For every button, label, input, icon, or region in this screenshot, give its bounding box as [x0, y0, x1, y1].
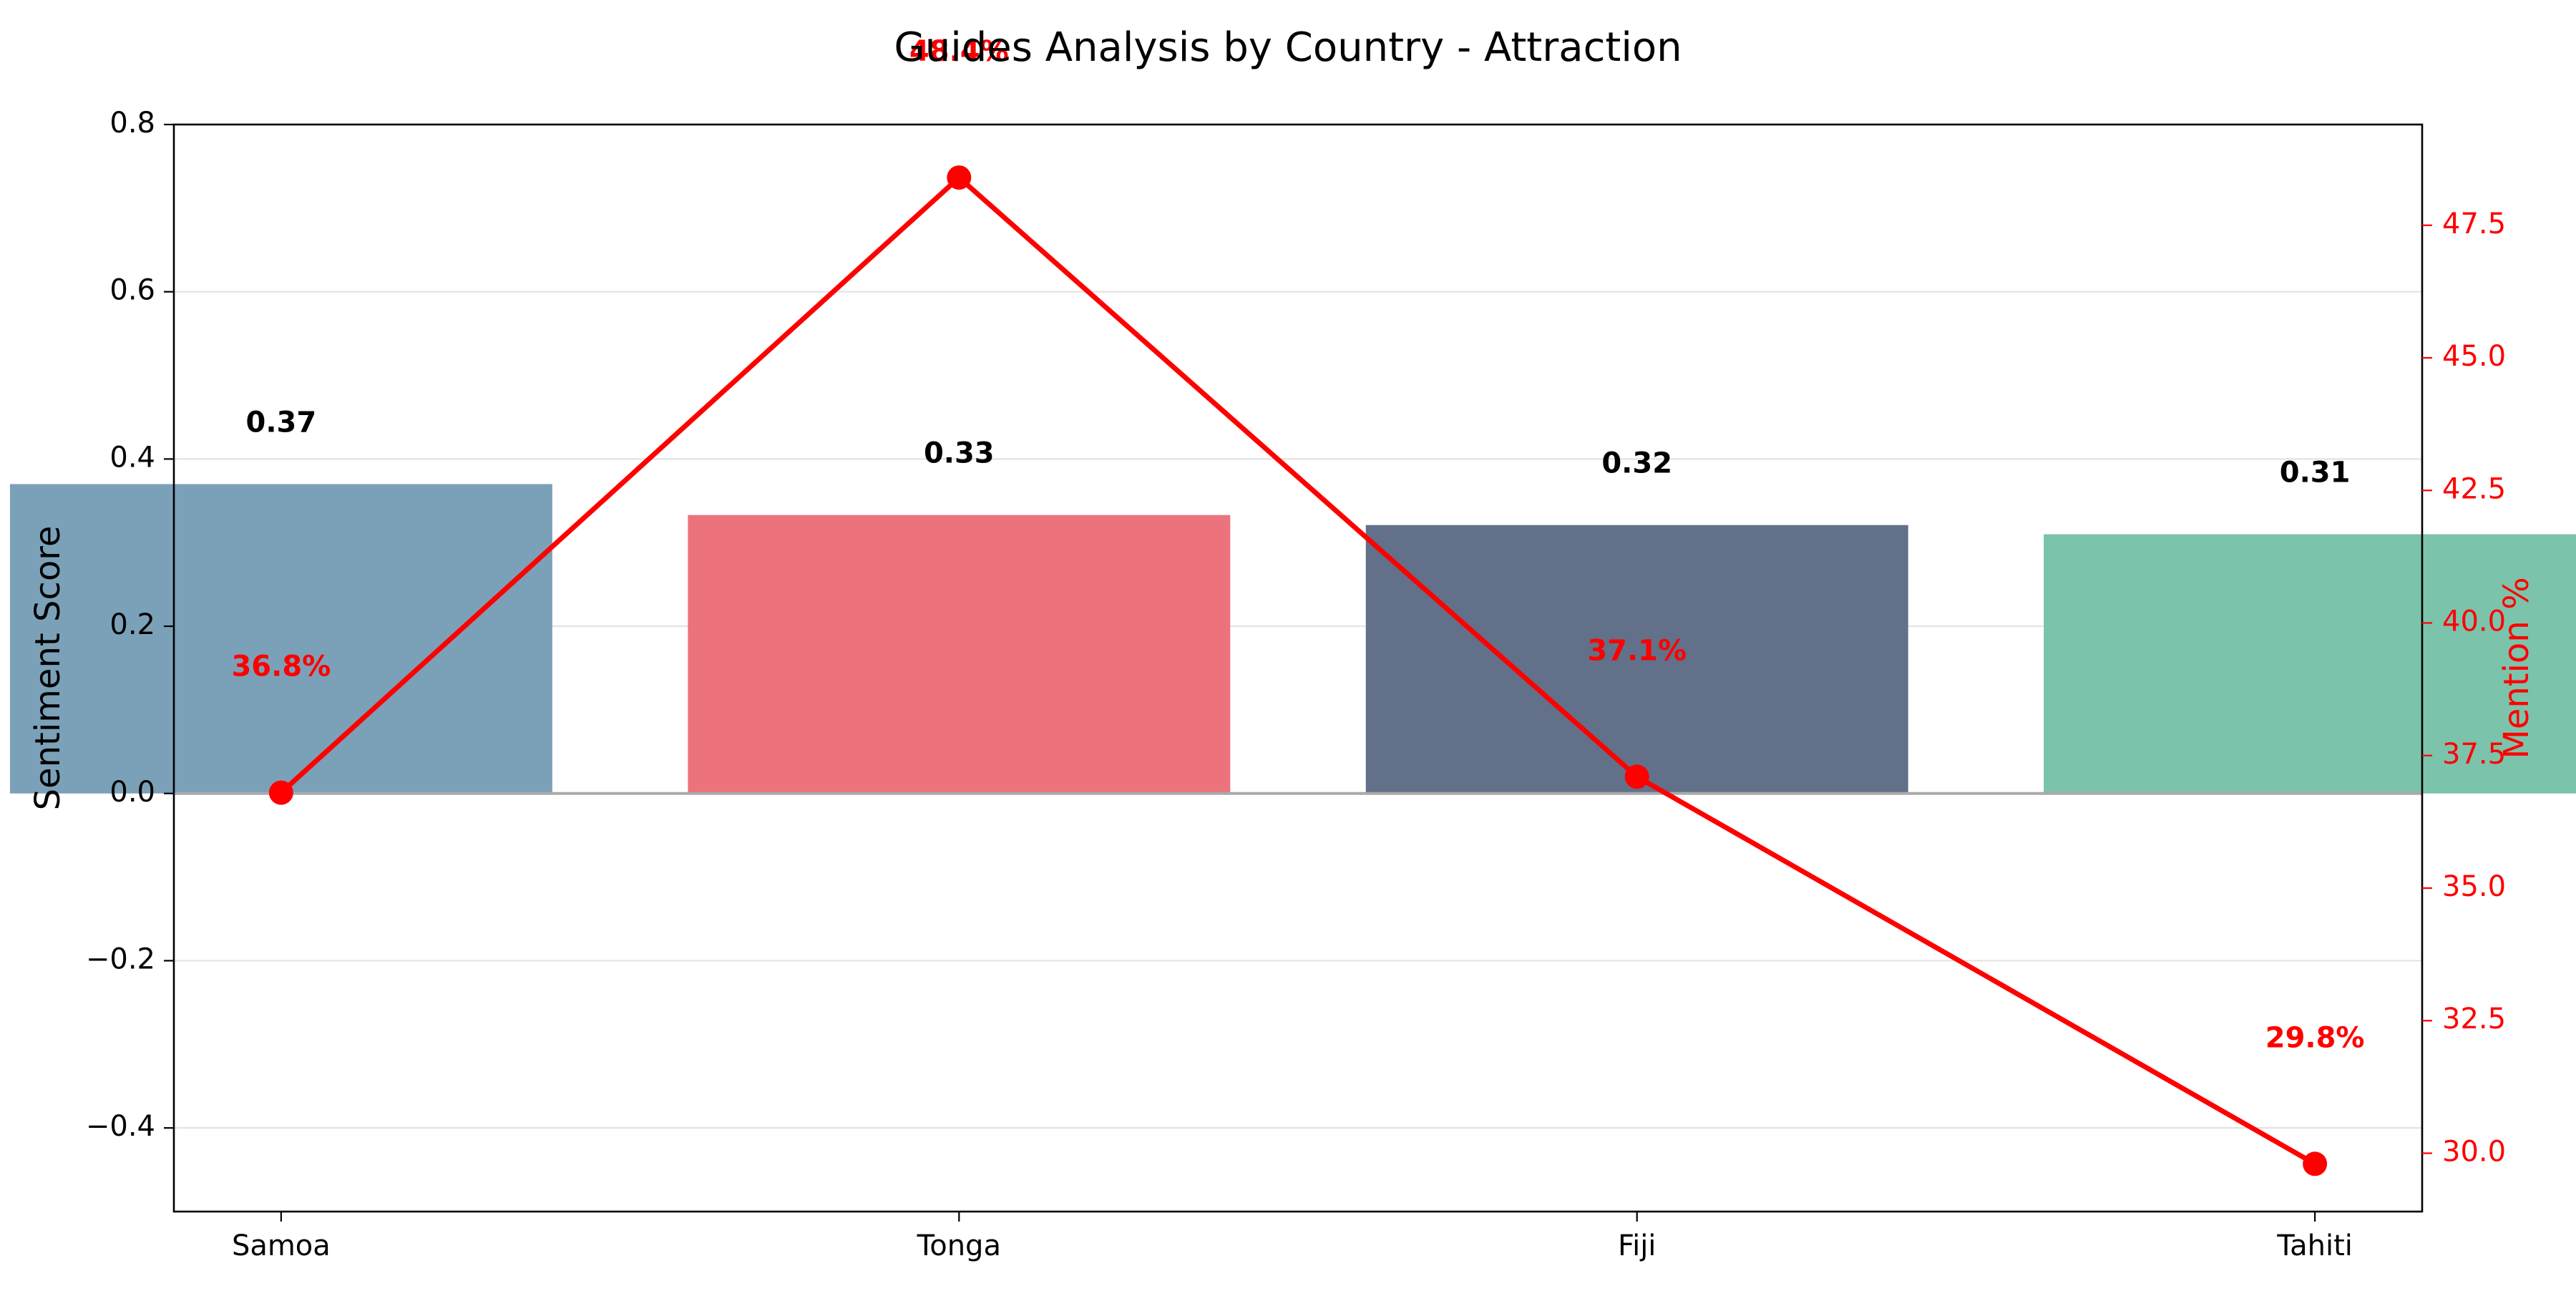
y-right-tick-label: 30.0	[2442, 1135, 2506, 1168]
y-tick-label: 0.8	[109, 107, 155, 140]
mention-line	[279, 175, 2316, 1166]
y-right-tick-label: 32.5	[2442, 1003, 2506, 1036]
y-tick-label: −0.2	[86, 942, 155, 975]
y-right-tick-label: 37.5	[2442, 738, 2506, 771]
bar	[688, 515, 1231, 794]
mention-value-label: 36.8%	[231, 651, 331, 683]
y-axis-label: Sentiment Score	[28, 526, 68, 811]
bar-value-label: 0.32	[1601, 447, 1672, 480]
bar-value-label: 0.37	[246, 406, 317, 439]
y-right-tick-label: 47.5	[2442, 208, 2506, 240]
bar-value-label: 0.33	[924, 437, 995, 470]
mention-point	[268, 780, 293, 805]
y-tick-label: −0.4	[86, 1110, 155, 1143]
data-labels: 0.37 0.33 0.32 0.31 36.8% 48.4% 37.1% 29.8%	[231, 35, 2364, 1054]
y-right-tick-label: 42.5	[2442, 472, 2506, 505]
mention-value-label: 37.1%	[1587, 634, 1687, 667]
mention-line-series	[268, 165, 2328, 1176]
mention-value-label: 48.4%	[909, 35, 1009, 68]
axes: 0.8 0.6 0.4 0.2 0.0 −0.2 −0.4 47.5 45.0 42.5 40.0 3…	[86, 107, 2506, 1262]
mention-point	[1624, 764, 1649, 789]
bars	[9, 484, 2576, 794]
y-tick-label: 0.0	[109, 776, 155, 809]
plot-frame	[172, 123, 2424, 1213]
x-tick-label: Fiji	[1618, 1229, 1656, 1262]
bar	[9, 484, 552, 794]
x-tick-label: Tahiti	[2276, 1229, 2353, 1262]
y-right-tick-label: 40.0	[2442, 605, 2506, 638]
x-tick-label: Tonga	[917, 1229, 1001, 1262]
y-tick-label: 0.6	[109, 274, 155, 307]
bar	[1365, 525, 1908, 794]
y-right-tick-label: 35.0	[2442, 870, 2506, 903]
mention-point	[2303, 1151, 2328, 1176]
bar	[2044, 534, 2576, 794]
y-tick-label: 0.2	[109, 608, 155, 641]
mention-value-label: 29.8%	[2265, 1021, 2365, 1054]
y-tick-label: 0.4	[109, 441, 155, 474]
chart-title: Guides Analysis by Country - Attraction	[894, 24, 1682, 71]
mention-point	[947, 165, 972, 190]
y-axis-right-label: Mention %	[2497, 577, 2537, 759]
bar-value-label: 0.31	[2280, 457, 2351, 489]
y-right-tick-label: 45.0	[2442, 340, 2506, 373]
x-tick-label: Samoa	[232, 1229, 331, 1262]
